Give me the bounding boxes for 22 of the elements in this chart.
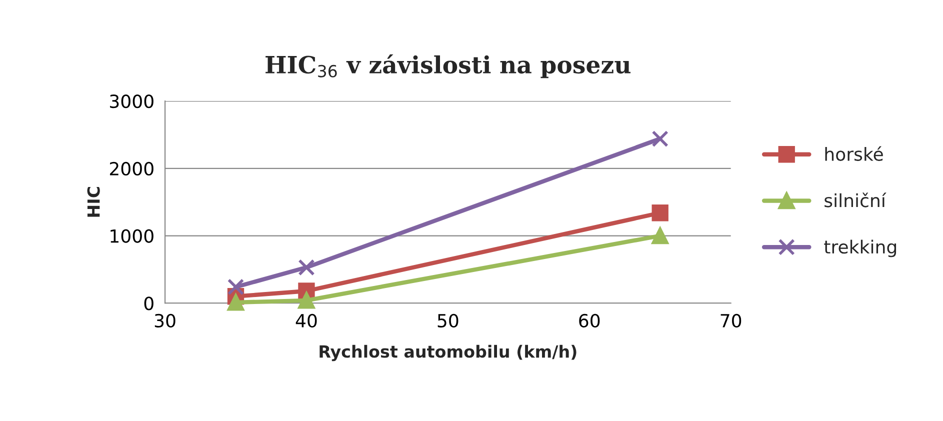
y-tick-label: 2000: [110, 162, 154, 176]
point: [652, 130, 668, 148]
x-tick-label: 40: [296, 314, 317, 328]
y-tick-label: 3000: [110, 94, 154, 108]
point: [652, 204, 668, 222]
point: [298, 259, 315, 276]
y-tick-label: 0: [144, 296, 154, 310]
y-tick-label: 1000: [110, 229, 154, 243]
legend-label: silniční: [824, 192, 886, 208]
x-axis-title: Rychlost automobilu (km/h): [320, 344, 576, 362]
x-tick-label: 30: [154, 314, 176, 328]
point: [227, 278, 244, 296]
legend-label: trekking: [824, 240, 896, 258]
y-axis-title: HIC: [87, 186, 100, 217]
chart-title: HIC$_{36}$ v závislosti na posezu: [266, 54, 630, 78]
x-tick-label: 50: [438, 314, 458, 328]
point: [652, 227, 668, 244]
legend-label: horské: [825, 146, 883, 161]
point: [227, 294, 244, 311]
x-tick-label: 60: [579, 314, 600, 328]
x-tick-label: 70: [720, 314, 742, 328]
point: [298, 292, 315, 309]
